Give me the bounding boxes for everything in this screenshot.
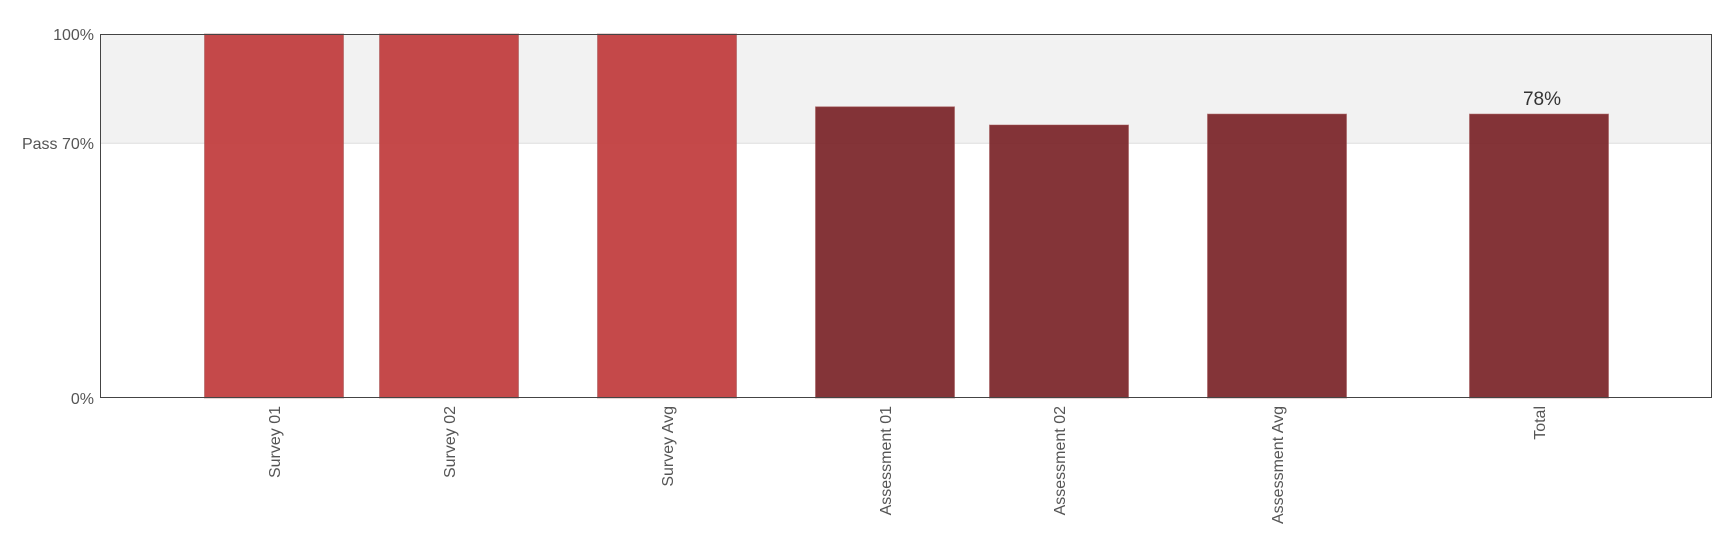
bar-survey-01[interactable]	[204, 33, 344, 399]
plot-frame	[100, 34, 1712, 398]
x-category-label: Survey 02	[442, 406, 459, 478]
bar-total[interactable]	[1469, 113, 1609, 399]
x-category-label: Assessment 01	[878, 406, 895, 515]
x-category-label: Assessment 02	[1052, 406, 1069, 515]
y-tick-label: 100%	[53, 27, 94, 44]
data-label: 78%	[1523, 89, 1561, 110]
bar-assessment-01[interactable]	[815, 106, 955, 399]
bar-survey-avg[interactable]	[597, 33, 737, 399]
x-category-label: Total	[1532, 406, 1549, 440]
x-category-label: Assessment Avg	[1270, 406, 1287, 524]
bar-assessment-avg[interactable]	[1207, 113, 1347, 399]
x-category-label: Survey Avg	[660, 406, 677, 487]
y-tick-label: Pass 70%	[22, 136, 94, 153]
y-tick-label: 0%	[71, 391, 94, 408]
bar-survey-02[interactable]	[379, 33, 519, 399]
bar-assessment-02[interactable]	[989, 124, 1129, 399]
x-category-label: Survey 01	[267, 406, 284, 478]
